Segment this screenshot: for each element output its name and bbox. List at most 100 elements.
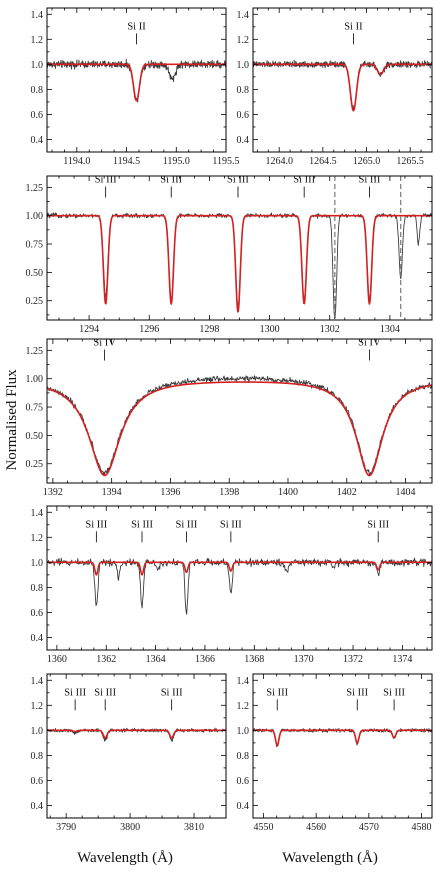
y-tick-label: 0.4 (31, 801, 44, 812)
x-tick-label: 1402 (337, 487, 357, 498)
y-tick-label: 1.2 (31, 533, 44, 544)
line-label: Si IV (93, 338, 116, 349)
x-tick-label: 1304 (380, 324, 400, 335)
y-tick-label: 1.0 (237, 60, 250, 71)
y-tick-label: 1.2 (31, 701, 44, 712)
y-tick-label: 1.4 (31, 676, 44, 687)
x-tick-label: 1265.5 (396, 156, 424, 167)
x-tick-label: 3790 (56, 822, 76, 833)
model-spectrum (253, 63, 432, 112)
panel-3800: Si III Si III Si III 3790 3800 3810 0.4 0.6 0.8 1… (31, 673, 227, 833)
x-tick-label: 1194.5 (113, 156, 140, 167)
y-tick-label: 1.00 (26, 211, 44, 222)
panel-1265: Si II 1264.0 1264.5 1265.0 1265.5 0.4 0.6 0.8 1.… (237, 7, 433, 167)
x-tick-label: 1364 (146, 654, 166, 665)
x-tick-label: 1374 (392, 654, 412, 665)
line-label: Si II (344, 21, 363, 32)
y-tick-label: 1.4 (31, 10, 44, 21)
panel-1398: Si IV Si IV 1392 1394 1396 1398 1400 1402 1404 0.… (26, 338, 433, 498)
y-tick-label: 0.8 (237, 85, 250, 96)
x-tick-label: 1362 (96, 654, 116, 665)
y-tick-label: 1.0 (31, 558, 44, 569)
y-tick-label: 1.2 (237, 701, 250, 712)
x-tick-label: 1194.0 (63, 156, 90, 167)
y-tick-label: 0.8 (31, 583, 44, 594)
line-label: Si III (220, 519, 242, 530)
y-tick-label: 0.75 (26, 240, 44, 251)
x-tick-label: 1370 (294, 654, 314, 665)
y-tick-label: 0.50 (26, 431, 44, 442)
observed-spectrum (47, 58, 226, 103)
line-label: Si III (85, 519, 107, 530)
x-tick-label: 1400 (278, 487, 298, 498)
line-label: Si III (160, 175, 182, 186)
x-tick-label: 1294 (79, 324, 99, 335)
y-tick-label: 0.4 (31, 633, 44, 644)
line-label: Si IV (358, 338, 381, 349)
x-tick-label: 3800 (120, 822, 140, 833)
x-tick-label: 1264.0 (265, 156, 293, 167)
y-tick-label: 0.4 (237, 801, 250, 812)
line-label: Si III (359, 175, 381, 186)
x-tick-label: 4580 (411, 822, 431, 833)
model-spectrum (47, 729, 226, 739)
y-tick-label: 1.25 (26, 183, 44, 194)
x-tick-label: 1296 (139, 324, 159, 335)
line-label: Si III (346, 687, 368, 698)
y-tick-label: 1.2 (237, 35, 250, 46)
x-axis-title-left: Wavelength (Å) (77, 850, 173, 866)
x-tick-label: 1368 (244, 654, 264, 665)
x-tick-label: 1366 (195, 654, 215, 665)
y-tick-label: 1.0 (237, 726, 250, 737)
model-spectrum (47, 214, 432, 313)
x-tick-label: 1392 (43, 487, 63, 498)
axes-frame (252, 7, 433, 153)
x-tick-label: 1195.5 (212, 156, 239, 167)
y-tick-label: 0.6 (237, 110, 250, 121)
axes-frame (46, 505, 433, 651)
y-tick-label: 1.0 (31, 60, 44, 71)
x-tick-label: 1398 (219, 487, 239, 498)
y-tick-label: 0.8 (237, 751, 250, 762)
y-tick-label: 0.25 (26, 459, 44, 470)
y-tick-label: 0.6 (31, 776, 44, 787)
line-label: Si III (176, 519, 198, 530)
line-label: Si III (266, 687, 288, 698)
y-tick-label: 1.25 (26, 346, 44, 357)
y-tick-label: 0.4 (31, 135, 44, 146)
x-tick-label: 4550 (254, 822, 274, 833)
y-tick-label: 1.4 (237, 676, 250, 687)
x-tick-label: 1302 (320, 324, 340, 335)
panel-1298: Si III Si III Si III Si III Si III 1294 1296 12… (26, 175, 433, 335)
observed-spectrum (47, 557, 432, 615)
axes-frame (46, 338, 433, 484)
y-axis-title: Normalised Flux (4, 369, 20, 471)
panel-4565: Si III Si III Si III 4550 4560 4570 4580 0.4 0.6… (237, 673, 433, 833)
y-tick-label: 0.6 (31, 608, 44, 619)
x-tick-label: 4570 (359, 822, 379, 833)
y-tick-label: 0.8 (31, 85, 44, 96)
y-tick-label: 0.25 (26, 296, 44, 307)
x-tick-label: 1372 (343, 654, 363, 665)
y-tick-label: 1.0 (31, 726, 44, 737)
y-tick-label: 0.75 (26, 403, 44, 414)
x-axis-title-right: Wavelength (Å) (282, 850, 378, 866)
observed-spectrum (47, 375, 432, 476)
line-label: Si III (64, 687, 86, 698)
model-spectrum (47, 63, 226, 102)
y-tick-label: 0.8 (31, 751, 44, 762)
panel-1194: Si II 1194.0 1194.5 1195.0 1195.5 0.4 0.6 0.8 1.… (31, 7, 240, 167)
line-label: Si III (293, 175, 315, 186)
x-tick-label: 1396 (160, 487, 180, 498)
y-tick-label: 0.6 (31, 110, 44, 121)
x-tick-label: 1360 (47, 654, 67, 665)
x-tick-label: 4560 (306, 822, 326, 833)
line-label: Si III (367, 519, 389, 530)
x-tick-label: 1265.0 (353, 156, 381, 167)
line-label: Si III (131, 519, 153, 530)
line-label: Si III (161, 687, 183, 698)
model-spectrum (47, 381, 432, 477)
y-tick-label: 0.4 (237, 135, 250, 146)
axes-frame (46, 673, 227, 819)
x-tick-label: 1394 (102, 487, 122, 498)
